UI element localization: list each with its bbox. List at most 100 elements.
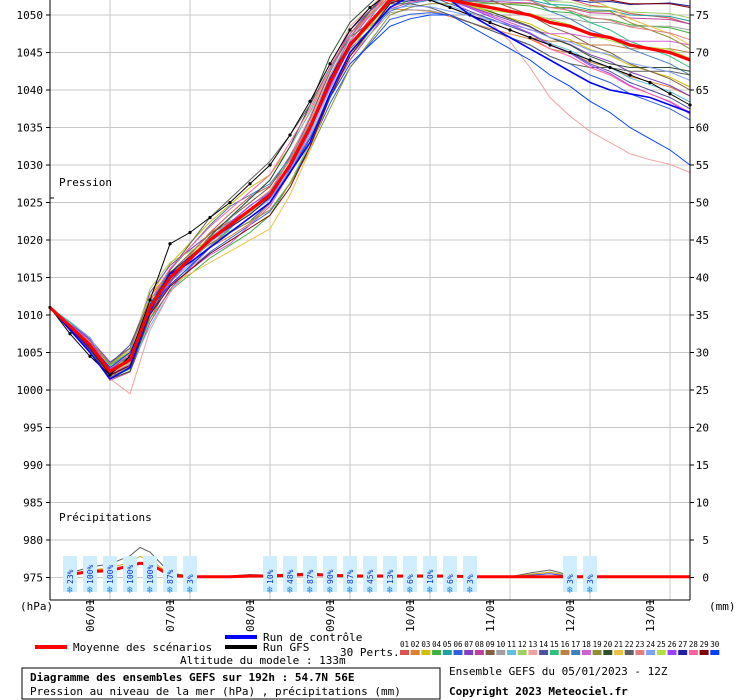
palette-swatch (656, 650, 666, 655)
y-right-tick-label: 35 (696, 309, 709, 322)
perturbation-line (49, 9, 691, 375)
palette-number: 03 (421, 640, 430, 649)
gfs-run-point (208, 215, 212, 220)
y-left-tick-label: 1025 (17, 197, 44, 210)
y-left-tick-label: 985 (23, 497, 43, 510)
palette-number: 25 (657, 640, 666, 649)
gfs-run-point (508, 28, 512, 32)
snow-chance-label: 100% (126, 565, 135, 584)
y-right-tick-label: 65 (696, 84, 709, 97)
palette-number: 30 (710, 640, 720, 649)
gfs-run-point (448, 5, 452, 10)
palette-number: 17 (571, 640, 580, 649)
palette-swatch (507, 650, 516, 655)
palette-swatch (410, 650, 420, 655)
gfs-run-point (668, 92, 672, 96)
palette-swatch (592, 650, 602, 655)
perturbation-lines (49, 0, 691, 395)
snow-chance-label: 45% (366, 569, 375, 584)
palette-swatch (442, 650, 452, 655)
palette-swatch (400, 650, 409, 655)
legend: Moyenne des scénarios Run de contrôle Ru… (35, 631, 720, 659)
y-left-tick-label: 1050 (17, 9, 44, 22)
run-label: Ensemble GEFS du 05/01/2023 - 12Z (449, 665, 668, 678)
palette-swatch (646, 650, 656, 655)
palette-number: 19 (593, 640, 602, 649)
palette-number: 29 (700, 640, 709, 649)
snow-chance-label: 100% (106, 565, 115, 584)
palette-swatch (603, 650, 613, 655)
x-tick-label: 10/01 (404, 599, 417, 632)
gfs-run-point (88, 354, 92, 358)
y-right-tick-label: 45 (696, 234, 709, 247)
gfs-run-point (648, 80, 652, 85)
snowflake-icon: ❄ (67, 585, 74, 596)
snowflake-icon: ❄ (427, 585, 434, 596)
snow-chance-cell (303, 556, 317, 592)
palette-number: 01 (400, 640, 409, 649)
palette-number: 21 (614, 640, 623, 649)
gfs-run-point (168, 242, 172, 246)
snow-chance-row: 23%❄100%❄100%❄100%❄100%❄87%❄3%❄10%❄48%❄8… (63, 556, 597, 596)
perturbation-line (49, 0, 691, 380)
main-series-lines (48, 0, 692, 380)
y-right-tick-label: 25 (696, 384, 709, 397)
y-right-tick-label: 10 (696, 497, 709, 510)
y-right-tick-label: 15 (696, 459, 709, 472)
snow-chance-label: 87% (306, 569, 315, 584)
x-tick-label: 13/01 (644, 599, 657, 632)
snow-chance-label: 13% (386, 569, 395, 584)
perturbation-line (49, 0, 691, 369)
left-unit-label: (hPa) (20, 600, 53, 613)
palette-number: 09 (486, 640, 495, 649)
snowflake-icon: ❄ (87, 585, 94, 596)
palette-number: 02 (411, 640, 420, 649)
snow-chance-cell (143, 556, 157, 592)
palette-swatch (678, 650, 688, 655)
copyright-label: Copyright 2023 Meteociel.fr (449, 685, 628, 698)
snowflake-icon: ❄ (567, 585, 574, 596)
perturbation-line (49, 0, 691, 370)
snow-chance-label: 100% (86, 565, 95, 584)
palette-swatch (485, 650, 495, 655)
snowflake-icon: ❄ (407, 585, 414, 596)
y-left-tick-label: 980 (23, 534, 43, 547)
snow-chance-label: 87% (346, 569, 355, 584)
gfs-run-point (628, 73, 632, 77)
palette-swatch (710, 650, 720, 655)
palette-number: 11 (507, 640, 516, 649)
palette-number: 27 (678, 640, 687, 649)
gfs-run-point (348, 28, 352, 32)
palette-number: 15 (550, 640, 559, 649)
gfs-run-point (268, 163, 272, 167)
snow-chance-cell (423, 556, 437, 592)
y-right-tick-label: 60 (696, 122, 709, 135)
perturbation-line (49, 0, 691, 366)
y-left-tick-label: 1005 (17, 347, 44, 360)
perturbations-count-label: 30 Perts. (340, 646, 400, 659)
gfs-run-point (488, 20, 492, 25)
perturbation-line (49, 8, 691, 382)
mean-scenario-line (48, 0, 691, 374)
y-right-tick-label: 0 (702, 572, 709, 585)
gfs-run-point (588, 58, 592, 62)
snowflake-icon: ❄ (167, 585, 174, 596)
snow-chance-label: 3% (186, 574, 195, 584)
snow-chance-label: 48% (286, 569, 295, 584)
legend-control-label: Run de contrôle (263, 631, 362, 644)
palette-swatch (496, 650, 506, 655)
y-left-tick-label: 1015 (17, 272, 44, 285)
y-left-tick-label: 1010 (17, 309, 44, 322)
palette-swatch (517, 650, 527, 655)
snowflake-icon: ❄ (347, 585, 354, 596)
palette-number: 20 (603, 640, 613, 649)
y-right-tick-label: 20 (696, 422, 709, 435)
gfs-run-point (248, 182, 252, 186)
right-unit-label: (mm) (709, 600, 736, 613)
palette-number: 26 (668, 640, 678, 649)
y-right-tick-label: 30 (696, 347, 709, 360)
perturbation-line (49, 0, 691, 379)
snow-chance-cell (163, 556, 177, 592)
gfs-run-point (228, 200, 232, 205)
